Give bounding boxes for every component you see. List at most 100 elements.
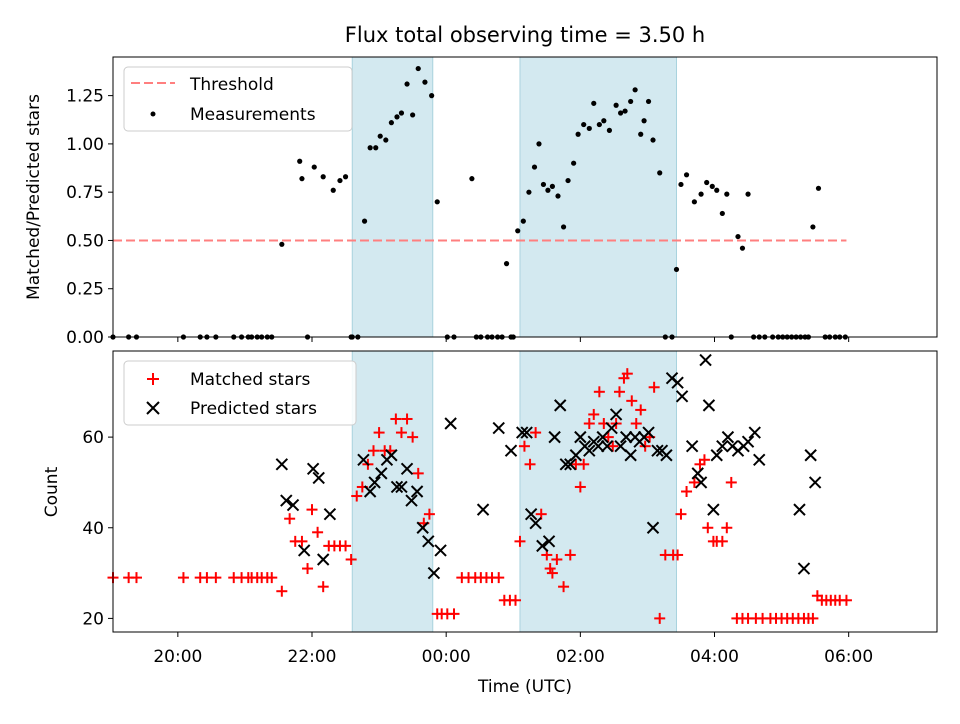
predicted-star-point: [675, 390, 689, 403]
matched-star-point: [423, 508, 435, 520]
measurement-point: [739, 245, 746, 251]
predicted-star-point: [699, 353, 712, 367]
matched-star-point: [395, 427, 407, 439]
predicted-star-point: [808, 476, 822, 489]
predicted-star-point: [542, 535, 556, 548]
matched-star-point: [284, 513, 296, 525]
predicted-star-point: [660, 449, 673, 462]
x-axis-label: Time (UTC): [477, 677, 572, 697]
matched-star-point: [514, 535, 526, 547]
measurement-point: [320, 174, 326, 180]
measurement-point: [638, 131, 644, 137]
predicted-star-point: [434, 544, 447, 557]
predicted-star-point: [280, 494, 293, 507]
measurement-point: [645, 98, 652, 105]
top-panel: 0.00 0.25 0.50 0.75 1.00 1.25 Matched/Predict…: [24, 56, 938, 348]
measurement-point: [311, 164, 317, 170]
matched-star-point: [675, 508, 687, 520]
predicted-star-point: [368, 476, 381, 489]
measurement-point: [745, 191, 751, 197]
measurement-point: [434, 199, 440, 205]
predicted-star-point: [574, 430, 587, 444]
matched-star-point: [373, 427, 385, 439]
measurement-point: [367, 145, 373, 151]
matched-star-point: [558, 581, 570, 593]
measurement-point: [628, 98, 634, 105]
bottom-legend-box: [123, 360, 357, 426]
predicted-star-point: [427, 566, 441, 580]
legend-measurements-swatch: [150, 111, 156, 117]
matched-star-point: [721, 522, 733, 534]
predicted-star-point: [504, 444, 518, 457]
matched-star-point: [412, 467, 424, 479]
predicted-star-point: [529, 517, 542, 530]
matched-star-point: [340, 540, 352, 552]
matched-star-point: [130, 572, 142, 584]
predicted-star-point: [609, 408, 623, 421]
predicted-star-point: [312, 471, 325, 485]
matched-star-point: [518, 440, 530, 452]
predicted-star-point: [564, 458, 577, 471]
measurement-point: [565, 177, 571, 184]
predicted-star-point: [520, 426, 533, 439]
predicted-star-point: [492, 421, 505, 435]
predicted-star-point: [600, 439, 614, 453]
measurement-point: [469, 176, 475, 182]
y-tick-label: 0.75: [66, 183, 104, 203]
measurement-point: [536, 141, 542, 147]
y-tick-label: 20: [82, 609, 104, 629]
predicted-star-point: [316, 553, 330, 566]
matched-star-point: [648, 381, 660, 393]
shaded-interval-2: [519, 350, 677, 633]
predicted-star-point: [605, 421, 618, 435]
x-tick-label: 00:00: [422, 647, 471, 667]
matched-star-point: [302, 563, 314, 575]
matched-star-point: [210, 572, 222, 584]
matched-star-point: [317, 581, 329, 593]
measurement-point: [526, 189, 532, 195]
y-tick-label: 60: [82, 428, 104, 448]
matched-star-point: [509, 594, 521, 606]
predicted-star-point: [741, 435, 755, 448]
measurement-point: [531, 164, 538, 170]
matched-star-point: [583, 418, 595, 430]
matched-star-point: [368, 445, 380, 457]
measurement-point: [673, 266, 680, 273]
predicted-star-point: [554, 399, 567, 412]
y-tick-label: 40: [82, 519, 104, 539]
matched-star-point: [407, 431, 419, 443]
measurement-point: [724, 191, 730, 197]
predicted-star-point: [671, 376, 684, 389]
matched-star-point: [578, 458, 590, 470]
measurement-point: [337, 177, 343, 184]
matched-star-point: [551, 553, 563, 565]
matched-star-point: [530, 427, 542, 439]
legend-matched-swatch: [147, 373, 159, 385]
top-plot-frame: [112, 56, 938, 338]
shaded-interval-1: [351, 56, 434, 338]
x-tick-label: 22:00: [288, 647, 337, 667]
measurement-point: [398, 110, 405, 116]
measurement-point: [650, 137, 656, 143]
predicted-star-point: [405, 494, 418, 507]
measurement-point: [515, 228, 521, 234]
measurement-point: [581, 121, 587, 128]
measurement-point: [606, 127, 613, 133]
predicted-star-point: [395, 480, 408, 494]
matched-star-point: [401, 413, 413, 425]
measurement-point: [383, 137, 389, 143]
matched-star-point: [351, 490, 363, 502]
predicted-star-point: [748, 426, 761, 439]
predicted-star-point: [804, 449, 817, 462]
measurement-point: [429, 93, 435, 99]
matched-star-point: [574, 481, 586, 493]
predicted-star-point: [548, 430, 561, 444]
top-legend-box: [123, 66, 353, 132]
predicted-star-point: [797, 562, 811, 575]
top-y-axis-label: Matched/Predicted stars: [24, 94, 44, 300]
y-tick-label: 0.25: [66, 280, 104, 300]
measurement-point: [373, 145, 379, 151]
y-tick-label: 0.00: [66, 328, 104, 348]
matched-star-point: [681, 486, 693, 497]
matched-star-point: [448, 608, 460, 620]
